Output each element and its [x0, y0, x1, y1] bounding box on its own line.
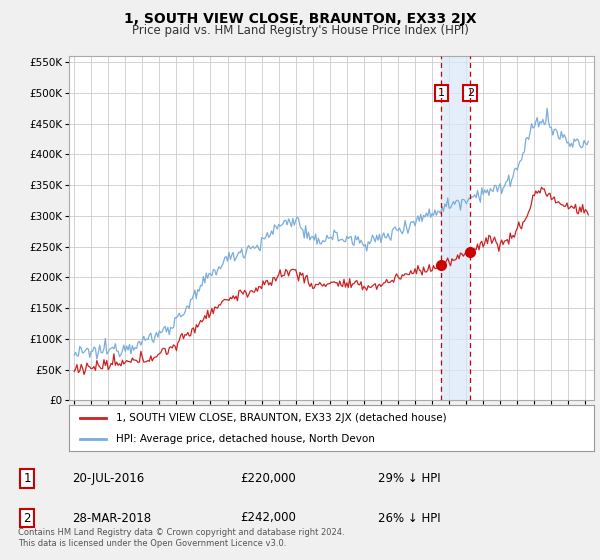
- Text: 2: 2: [23, 511, 31, 525]
- Text: 1: 1: [438, 88, 445, 98]
- Text: Contains HM Land Registry data © Crown copyright and database right 2024.
This d: Contains HM Land Registry data © Crown c…: [18, 528, 344, 548]
- Text: 28-MAR-2018: 28-MAR-2018: [72, 511, 151, 525]
- Bar: [442, 25, 470, 400]
- Text: Price paid vs. HM Land Registry's House Price Index (HPI): Price paid vs. HM Land Registry's House …: [131, 24, 469, 36]
- Text: 26% ↓ HPI: 26% ↓ HPI: [378, 511, 440, 525]
- Text: 1, SOUTH VIEW CLOSE, BRAUNTON, EX33 2JX: 1, SOUTH VIEW CLOSE, BRAUNTON, EX33 2JX: [124, 12, 476, 26]
- Text: 2: 2: [467, 88, 474, 98]
- Text: £220,000: £220,000: [240, 472, 296, 486]
- Text: HPI: Average price, detached house, North Devon: HPI: Average price, detached house, Nort…: [116, 435, 375, 444]
- Text: £242,000: £242,000: [240, 511, 296, 525]
- Text: 1: 1: [23, 472, 31, 486]
- Text: 29% ↓ HPI: 29% ↓ HPI: [378, 472, 440, 486]
- Text: 1, SOUTH VIEW CLOSE, BRAUNTON, EX33 2JX (detached house): 1, SOUTH VIEW CLOSE, BRAUNTON, EX33 2JX …: [116, 413, 447, 423]
- Text: 20-JUL-2016: 20-JUL-2016: [72, 472, 144, 486]
